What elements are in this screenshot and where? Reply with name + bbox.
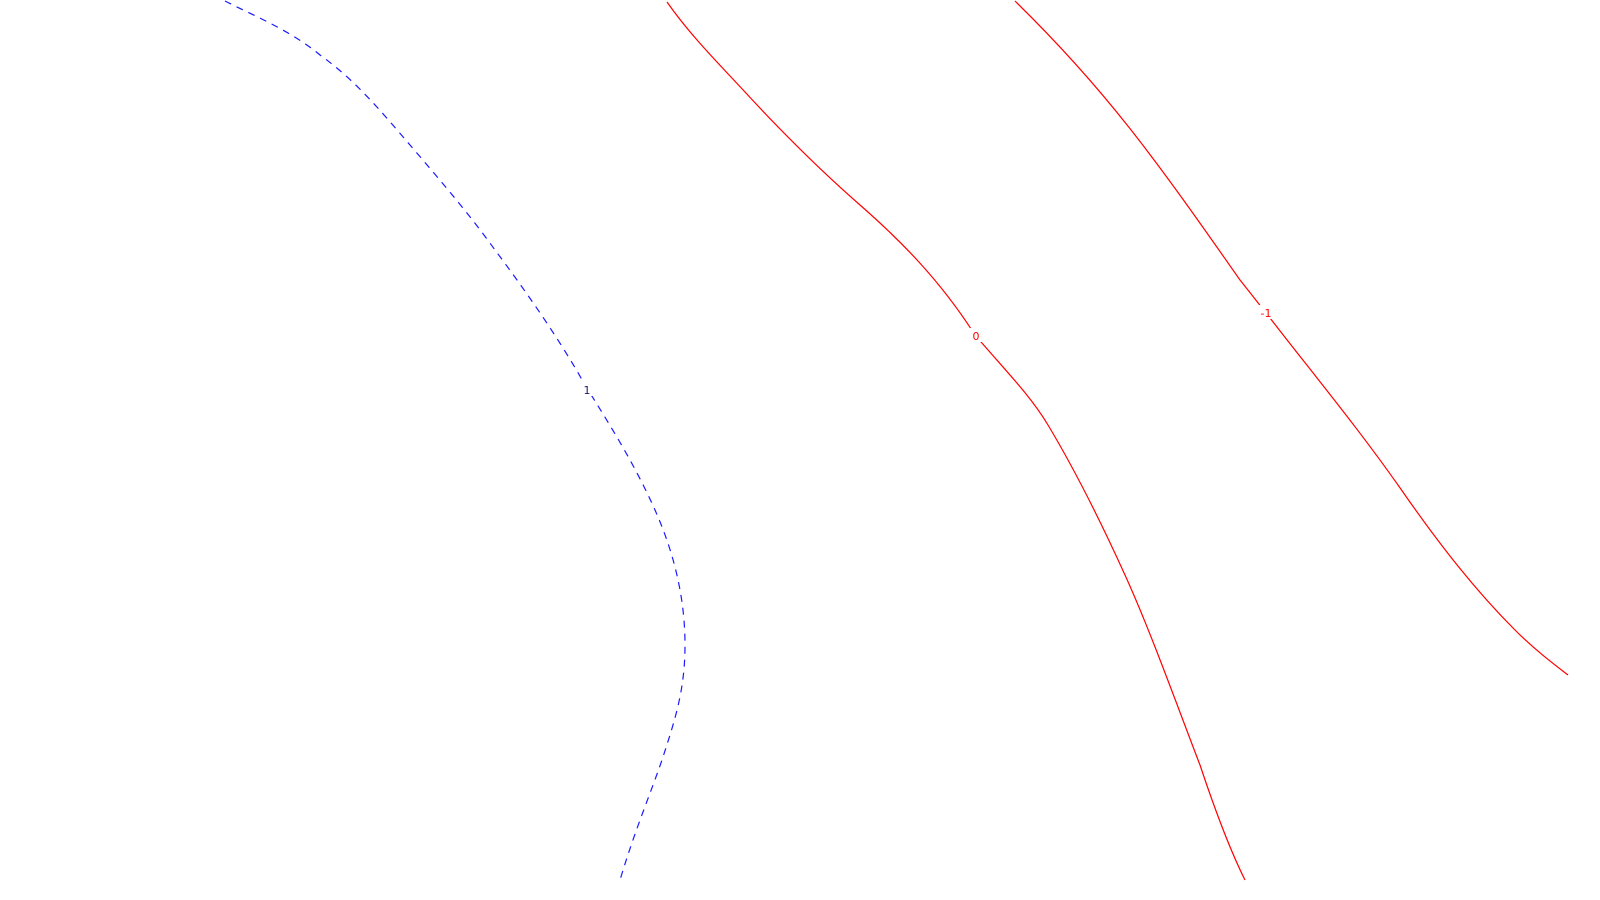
contour-1-label: 1 — [584, 384, 591, 397]
contour-minus-1-label: -1 — [1261, 307, 1272, 320]
contour-minus-1-label-bg — [1256, 305, 1276, 319]
contour-line-minus-1: -1 — [1014, 0, 1569, 676]
contour-0-label-bg — [969, 328, 983, 342]
contour-1-path — [224, 0, 686, 881]
contour-0-label: 0 — [973, 330, 980, 343]
contour-minus-1-path — [1014, 0, 1569, 676]
contour-1-label-bg — [580, 382, 594, 396]
contour-line-0: 0 — [666, 1, 1246, 881]
contour-0-path — [666, 1, 1246, 881]
contour-line-1: 1 — [224, 0, 686, 881]
